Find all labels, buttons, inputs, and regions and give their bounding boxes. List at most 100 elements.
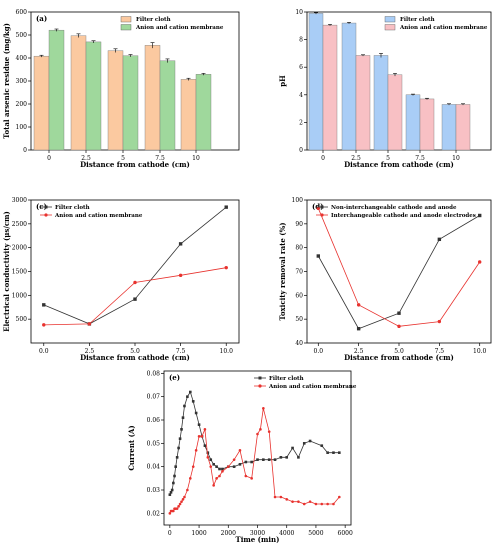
data-point [178,273,183,278]
bar [180,79,197,151]
y-tick-label: 100 [16,124,28,131]
data-point [308,500,312,503]
legend-marker [320,213,324,217]
data-point [279,456,283,459]
bar [341,22,357,151]
data-point [178,502,182,506]
data-point [326,502,329,506]
bar [405,94,421,151]
x-tick-label: 10.0 [473,348,487,355]
bar [355,55,371,151]
data-point [262,407,265,410]
data-point [170,488,174,492]
legend-marker [44,205,48,209]
data-point [172,481,175,485]
data-point [302,442,306,445]
x-tick-label: 5.0 [130,348,140,355]
data-point [238,449,242,452]
legend-label: Interchangeable cathode and anode electr… [331,213,476,219]
legend-label: Non-interchangeable cathode and anode [331,205,457,211]
y-tick-label: 100 [292,197,304,204]
bar [322,24,338,151]
y-tick-label: 600 [16,9,28,16]
y-tick-label: 2500 [12,221,27,228]
series-line [43,206,227,325]
x-tick-label: 2.5 [81,155,91,162]
plot-frame [30,199,240,344]
data-point [262,458,265,461]
y-axis-label: Total arsenic residue (mg/kg) [2,23,11,139]
panel-label: (e) [169,373,180,382]
x-tick-label: 0 [47,155,51,162]
data-point [181,498,185,501]
bar [33,55,50,151]
bar [308,13,324,151]
data-point [194,411,198,415]
data-point [308,439,312,443]
data-point [326,451,329,454]
panel-1: (a) 0 100 200 300 400 500 600 0 2.5 5 7.5 10Distance… [2,9,240,169]
data-point [320,502,324,506]
x-axis-label: Distance from cathode (cm) [344,160,454,169]
bar [159,60,176,151]
data-point [186,488,189,492]
data-point [186,395,189,398]
data-point [302,502,306,506]
data-point [291,500,294,503]
data-point [332,451,335,454]
x-tick-label: 0.0 [314,348,324,355]
bar [48,29,65,151]
y-tick-label: 10 [295,9,303,16]
legend-label: Filter cloth [55,205,90,211]
legend-label: Filter cloth [269,376,304,382]
y-tick-label: 0.06 [147,417,161,424]
x-tick-label: 5.0 [394,348,404,355]
bar [122,55,139,151]
data-point [218,467,221,471]
data-point [203,444,207,447]
y-tick-label: 500 [16,316,28,323]
y-tick-label: 1500 [12,269,27,276]
panel-label: (c) [36,202,47,211]
data-point [256,432,259,436]
y-tick-label: 3000 [12,197,27,204]
data-point [320,444,324,447]
y-tick-label: 50 [295,316,303,323]
plot-frame [306,199,492,344]
data-point [183,495,186,499]
data-point [316,206,320,211]
data-point [221,467,224,471]
data-point [232,458,236,461]
legend-label: Anion and cation membrane [399,25,488,31]
panel-4: (d) 40 50 60 70 80 90 100 0.0 2.5 5.0 7.5 10.0 Distan… [278,197,492,362]
data-point [285,498,289,501]
y-tick-label: 80 [295,245,303,252]
data-point [168,512,172,515]
data-point [188,390,192,394]
y-tick-label: 0.05 [147,440,161,447]
data-point [42,303,46,307]
data-point [175,456,179,459]
data-point [397,324,401,329]
data-point [180,428,183,431]
plot-frame [163,370,352,526]
series-line [317,208,481,327]
legend-marker [320,205,324,209]
x-tick-label: 2000 [221,530,236,537]
data-point [285,456,289,459]
data-point [197,423,201,426]
data-point [200,435,204,438]
x-tick-label: 7.5 [155,155,165,162]
data-point [279,495,283,499]
data-point [212,484,215,487]
y-tick-label: 40 [295,340,303,347]
data-point [215,465,218,468]
x-tick-label: 10 [192,155,200,162]
bar [387,74,403,151]
legend-swatch [384,16,396,23]
y-tick-label: 70 [295,269,303,276]
series-line [169,408,340,514]
data-point [297,456,300,459]
data-point [173,474,176,478]
